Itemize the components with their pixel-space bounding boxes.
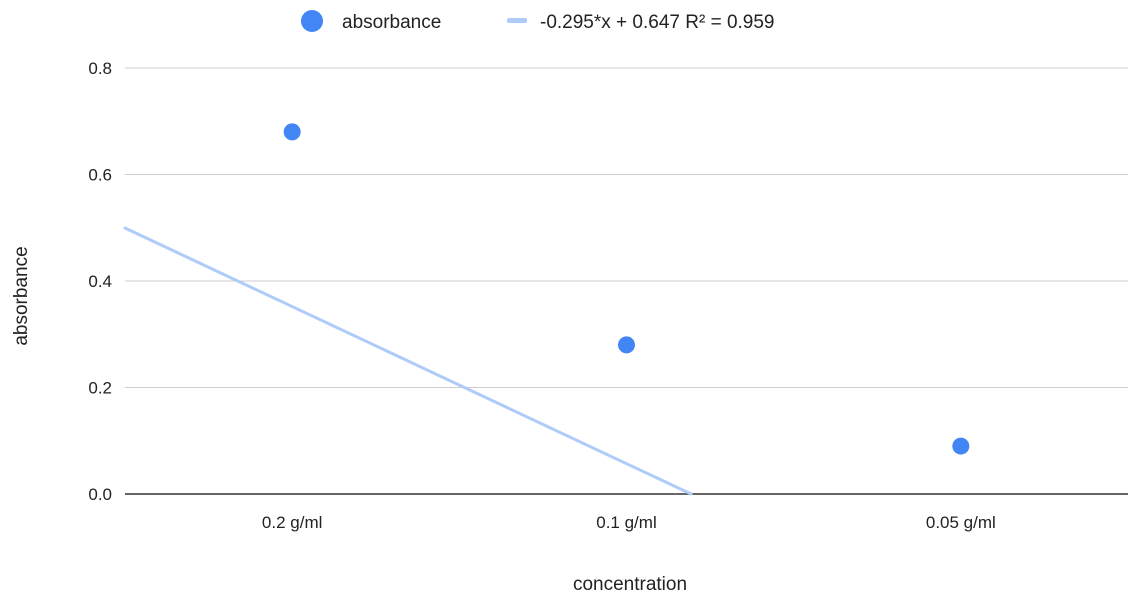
x-tick-label: 0.1 g/ml [596,513,656,532]
y-tick-label: 0.8 [88,59,112,78]
y-tick-label: 0.2 [88,379,112,398]
x-axis-ticks: 0.2 g/ml 0.1 g/ml 0.05 g/ml [262,513,996,532]
legend-label-absorbance: absorbance [342,12,441,33]
y-tick-label: 0.6 [88,166,112,185]
y-axis-title: absorbance [11,246,32,345]
gridlines [125,67,1128,388]
data-point [618,336,635,354]
y-axis-ticks: 0.0 0.2 0.4 0.6 0.8 [88,59,112,504]
x-tick-label: 0.05 g/ml [926,513,996,532]
legend-marker-absorbance [301,10,323,32]
x-tick-label: 0.2 g/ml [262,513,322,532]
data-point [283,123,301,141]
data-point [952,437,970,455]
data-points [283,123,970,455]
trendline [123,226,693,496]
trendline-group [123,226,693,496]
y-tick-label: 0.0 [88,485,112,504]
y-tick-label: 0.4 [88,272,112,291]
legend-label-trendline: -0.295*x + 0.647 R² = 0.959 [540,12,775,33]
legend: absorbance -0.295*x + 0.647 R² = 0.959 [301,10,775,33]
x-axis-title: concentration [573,574,687,595]
legend-marker-trendline [507,18,527,23]
